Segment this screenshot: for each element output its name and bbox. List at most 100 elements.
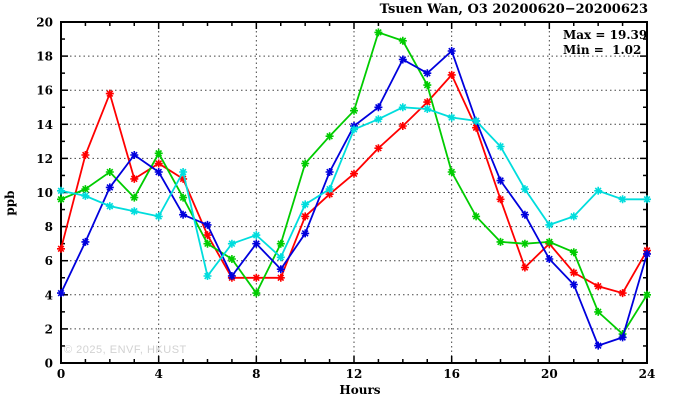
series-blue-marker (130, 151, 139, 159)
series-red-marker (520, 263, 529, 272)
series-green-marker (423, 81, 432, 90)
series-blue-marker (545, 255, 554, 263)
series-cyan-marker (154, 212, 163, 221)
series-red-marker (81, 151, 90, 159)
x-tick-label: 8 (252, 367, 260, 381)
series-blue-marker (594, 341, 603, 350)
series-red-marker (130, 174, 139, 183)
x-axis-label: Hours (339, 383, 380, 397)
series-green-marker (252, 289, 261, 298)
chart-title: Tsuen Wan, O3 20200620−20200623 (380, 2, 648, 17)
min-annotation: Min = 1.02 (563, 43, 641, 57)
y-tick-label: 14 (36, 118, 53, 132)
x-tick-label: 24 (639, 367, 656, 381)
series-green-marker (105, 168, 114, 176)
series-cyan-marker (130, 207, 139, 216)
series-green-marker (398, 36, 407, 45)
y-axis-label: ppb (3, 190, 17, 215)
series-cyan-marker (398, 103, 407, 112)
series-red-marker (276, 273, 285, 282)
series-green-marker (472, 212, 481, 221)
y-tick-label: 16 (36, 84, 53, 98)
series-green-marker (374, 28, 383, 37)
series-green-marker (496, 237, 505, 246)
series-blue-marker (618, 333, 627, 342)
series-cyan-marker (447, 113, 456, 122)
series-blue-marker (81, 237, 90, 246)
series-red-marker (374, 144, 383, 153)
watermark: © 2025, ENVF, HKUST (64, 344, 187, 356)
series-cyan-marker (472, 116, 481, 125)
y-tick-label: 20 (36, 16, 53, 30)
series-red-marker (398, 122, 407, 130)
y-tick-label: 2 (45, 322, 53, 336)
series-blue-marker (301, 229, 310, 238)
series-cyan-marker (227, 239, 236, 248)
series-cyan-marker (301, 200, 310, 209)
series-red-marker (154, 159, 163, 168)
series-blue-marker (374, 103, 383, 112)
series-blue-marker (447, 47, 456, 55)
x-tick-label: 20 (541, 367, 558, 381)
series-red-marker (252, 273, 261, 282)
series-cyan-marker (545, 220, 554, 229)
series-blue-marker (179, 210, 188, 219)
series-blue-marker (276, 265, 285, 274)
series-green-marker (227, 255, 236, 263)
series-green-marker (179, 193, 188, 202)
series-red-marker (57, 244, 65, 253)
series-green-marker (520, 239, 529, 248)
series-red-marker (301, 212, 310, 221)
series-green-marker (154, 149, 163, 158)
series-cyan-marker (325, 185, 334, 194)
series-blue-marker (569, 280, 578, 289)
series-red-marker (350, 169, 358, 178)
series-red-marker (569, 268, 578, 277)
series-red-marker (618, 289, 627, 298)
series-cyan-marker (350, 125, 358, 134)
y-tick-label: 6 (45, 254, 53, 268)
y-tick-label: 18 (36, 50, 53, 64)
series-green-marker (350, 106, 358, 115)
series-blue-marker (643, 249, 651, 258)
series-green-marker (276, 239, 285, 248)
series-red-marker (472, 123, 481, 132)
series-green-marker (447, 168, 456, 176)
y-tick-label: 12 (36, 152, 53, 166)
series-cyan-marker (496, 142, 505, 151)
y-tick-label: 4 (45, 288, 53, 302)
series-red-marker (105, 89, 114, 98)
series-blue-marker (105, 183, 114, 192)
series-red-marker (325, 190, 334, 199)
series-cyan-marker (252, 231, 261, 240)
x-tick-label: 16 (443, 367, 460, 381)
series-cyan-marker (57, 186, 65, 195)
series-blue-marker (252, 239, 261, 248)
series-green-marker (203, 239, 212, 248)
series-blue-marker (423, 69, 432, 78)
series-red-marker (496, 195, 505, 204)
series-green-marker (325, 132, 334, 141)
series-cyan-marker (643, 195, 651, 204)
series-blue-marker (496, 176, 505, 185)
series-green-marker (594, 307, 603, 316)
series-cyan-marker (374, 115, 383, 124)
series-cyan-marker (423, 105, 432, 113)
series-blue-marker (57, 289, 65, 298)
series-blue-marker (154, 168, 163, 176)
series-cyan-marker (179, 168, 188, 176)
series-green-marker (57, 195, 65, 204)
series-blue-marker (325, 168, 334, 176)
series-blue-marker (227, 272, 236, 280)
x-tick-label: 4 (154, 367, 162, 381)
series-blue-marker (398, 55, 407, 64)
series-cyan-marker (520, 185, 529, 194)
x-tick-label: 0 (57, 367, 65, 381)
series-cyan-marker (105, 202, 114, 211)
series-green-marker (301, 159, 310, 168)
y-tick-label: 0 (45, 357, 53, 371)
series-blue-marker (203, 220, 212, 229)
